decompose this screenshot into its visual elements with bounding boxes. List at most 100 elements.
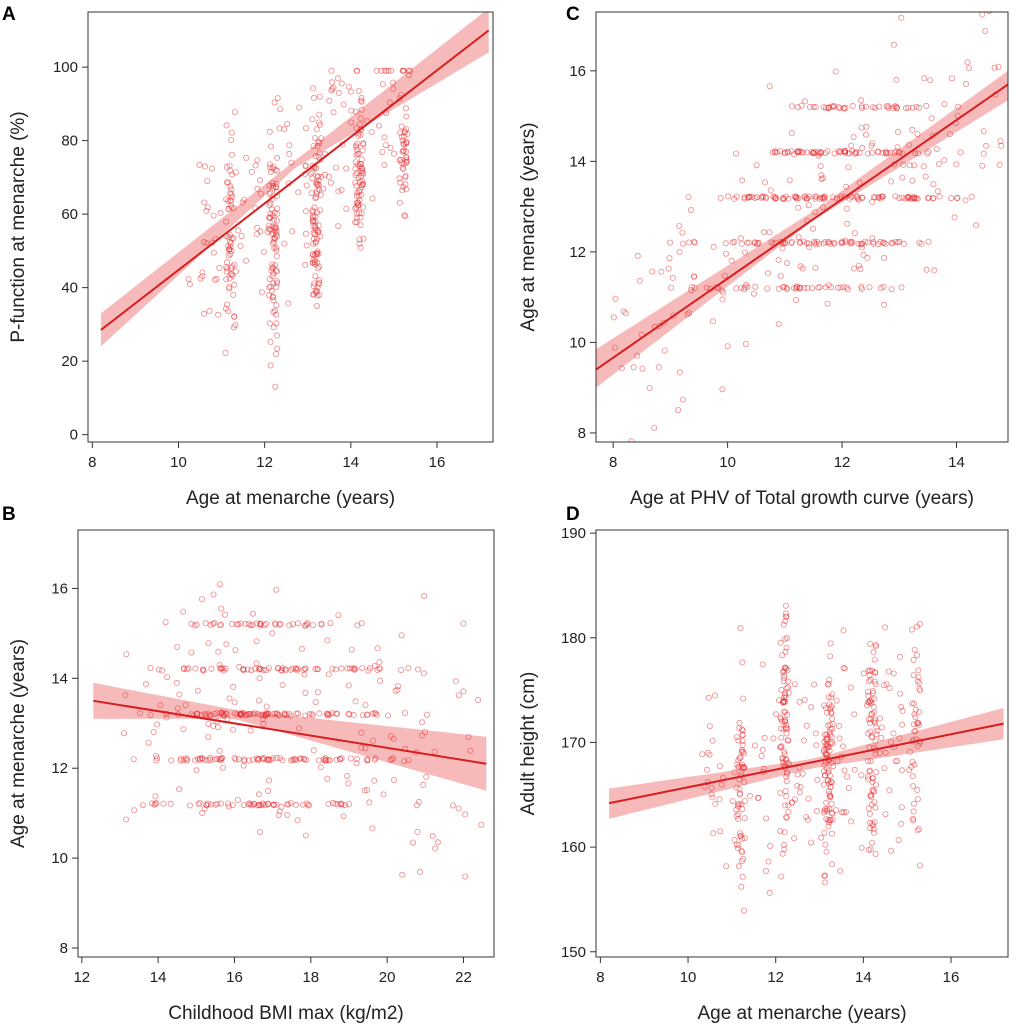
y-tick-label: 180 bbox=[561, 630, 586, 647]
scatter-point bbox=[810, 225, 817, 232]
scatter-point bbox=[908, 626, 915, 633]
scatter-point bbox=[795, 204, 802, 211]
scatter-point bbox=[783, 793, 790, 800]
scatter-point bbox=[158, 667, 165, 674]
scatter-point bbox=[312, 222, 319, 229]
scatter-point bbox=[741, 815, 748, 822]
scatter-point bbox=[354, 150, 361, 157]
scatter-point bbox=[317, 207, 324, 214]
scatter-point bbox=[649, 268, 656, 275]
scatter-point bbox=[810, 149, 817, 156]
scatter-point bbox=[402, 140, 409, 147]
scatter-point bbox=[890, 41, 897, 48]
scatter-point bbox=[799, 770, 806, 777]
scatter-point bbox=[228, 151, 235, 158]
scatter-point bbox=[812, 264, 819, 271]
scatter-point bbox=[226, 695, 233, 702]
scatter-point bbox=[260, 721, 267, 728]
scatter-point bbox=[858, 285, 865, 292]
scatter-point bbox=[414, 828, 421, 835]
scatter-point bbox=[330, 109, 337, 116]
scatter-point bbox=[275, 812, 282, 819]
scatter-point bbox=[821, 731, 828, 738]
scatter-point bbox=[353, 756, 360, 763]
scatter-point bbox=[920, 163, 927, 170]
scatter-point bbox=[228, 136, 235, 143]
scatter-point bbox=[352, 142, 359, 149]
panel-label: A bbox=[2, 4, 16, 25]
scatter-point bbox=[753, 162, 760, 169]
scatter-point bbox=[766, 229, 773, 236]
scatter-point bbox=[918, 240, 925, 247]
scatter-point bbox=[779, 755, 786, 762]
scatter-point bbox=[338, 665, 345, 672]
scatter-point bbox=[982, 27, 989, 34]
scatter-point bbox=[813, 808, 820, 815]
scatter-point bbox=[784, 260, 791, 267]
scatter-point bbox=[199, 810, 206, 817]
scatter-point bbox=[733, 150, 740, 157]
scatter-point bbox=[376, 677, 383, 684]
scatter-point bbox=[742, 340, 749, 347]
scatter-point bbox=[207, 757, 214, 764]
scatter-point bbox=[831, 240, 838, 247]
scatter-point bbox=[278, 803, 285, 810]
scatter-point bbox=[314, 142, 321, 149]
scatter-point bbox=[872, 738, 879, 745]
scatter-point bbox=[928, 115, 935, 122]
y-tick-label: 80 bbox=[61, 133, 78, 150]
scatter-point bbox=[238, 232, 245, 239]
scatter-point bbox=[783, 725, 790, 732]
scatter-point bbox=[210, 620, 217, 627]
scatter-point bbox=[303, 182, 310, 189]
confidence-band bbox=[100, 12, 489, 347]
scatter-point bbox=[758, 194, 765, 201]
scatter-point bbox=[302, 712, 309, 719]
y-tick-label: 14 bbox=[51, 670, 68, 687]
scatter-point bbox=[849, 102, 856, 109]
scatter-point bbox=[390, 79, 397, 86]
scatter-point bbox=[399, 187, 406, 194]
scatter-point bbox=[785, 149, 792, 156]
scatter-point bbox=[230, 291, 237, 298]
scatter-point bbox=[338, 801, 345, 808]
scatter-point bbox=[357, 244, 364, 251]
scatter-point bbox=[923, 266, 930, 273]
scatter-point bbox=[712, 692, 719, 699]
scatter-point bbox=[777, 743, 784, 750]
scatter-point bbox=[269, 630, 276, 637]
y-tick-label: 170 bbox=[561, 734, 586, 751]
scatter-point bbox=[309, 251, 316, 258]
scatter-point bbox=[793, 195, 800, 202]
scatter-point bbox=[854, 195, 861, 202]
scatter-point bbox=[821, 829, 828, 836]
scatter-point bbox=[822, 238, 829, 245]
scatter-point bbox=[897, 690, 904, 697]
regression-line bbox=[596, 83, 1008, 371]
scatter-point bbox=[909, 126, 916, 133]
scatter-point bbox=[273, 302, 280, 309]
scatter-point bbox=[864, 239, 871, 246]
scatter-point bbox=[930, 194, 937, 201]
scatter-point bbox=[200, 310, 207, 317]
scatter-point bbox=[736, 801, 743, 808]
scatter-point bbox=[313, 194, 320, 201]
scatter-point bbox=[916, 680, 923, 687]
scatter-point bbox=[763, 868, 770, 875]
scatter-point bbox=[302, 261, 309, 268]
scatter-point bbox=[820, 746, 827, 753]
scatter-point bbox=[914, 827, 921, 834]
scatter-point bbox=[335, 612, 342, 619]
scatter-point bbox=[359, 204, 366, 211]
scatter-point bbox=[269, 179, 276, 186]
scatter-point bbox=[872, 681, 879, 688]
scatter-point bbox=[785, 684, 792, 691]
scatter-point bbox=[736, 719, 743, 726]
scatter-point bbox=[794, 782, 801, 789]
scatter-point bbox=[269, 293, 276, 300]
scatter-point bbox=[180, 666, 187, 673]
scatter-point bbox=[163, 714, 170, 721]
scatter-point bbox=[872, 851, 879, 858]
scatter-point bbox=[364, 711, 371, 718]
